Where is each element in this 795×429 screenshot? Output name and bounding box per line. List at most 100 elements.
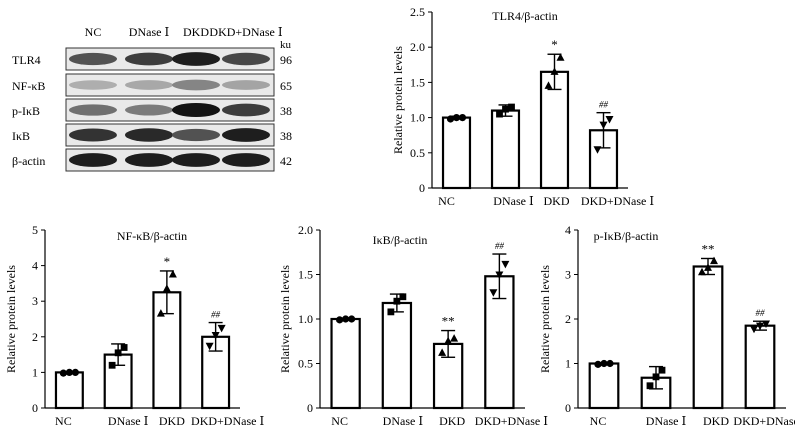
- data-point: [156, 309, 165, 317]
- blot-band: [172, 153, 220, 167]
- y-tick-label: 4: [32, 259, 38, 273]
- chart-tlr4: 0 0.5 1.0 1.5 2.0 2.5 Relative protein levels T…: [391, 5, 654, 208]
- x-tick-label: NC: [331, 414, 348, 428]
- data-point: [652, 373, 660, 381]
- data-point: [502, 105, 509, 113]
- x-tick-label: DKD: [159, 414, 185, 428]
- blot-band: [172, 52, 220, 66]
- blot-band: [125, 52, 173, 66]
- data-point: [658, 366, 666, 374]
- data-point: [605, 116, 614, 124]
- data-point: [387, 308, 395, 316]
- y-tick-label: 2.0: [298, 223, 313, 237]
- significance-marker: *: [164, 254, 171, 269]
- y-tick-label: 1.5: [410, 75, 425, 89]
- data-point: [556, 53, 565, 61]
- data-point: [211, 332, 220, 340]
- data-point: [489, 289, 498, 297]
- data-point: [342, 315, 350, 323]
- bar: [744, 324, 776, 410]
- data-point: [501, 260, 510, 269]
- x-tick-label: NC: [590, 414, 607, 428]
- data-point: [750, 325, 758, 334]
- bar: [692, 265, 724, 410]
- blot-lane-label: DNase Ⅰ: [129, 25, 170, 39]
- data-point: [71, 368, 79, 376]
- chart-title: NF-κB/β-actin: [117, 229, 187, 243]
- data-point: [205, 342, 214, 351]
- x-tick-label: DKD+DNase Ⅰ: [581, 194, 654, 208]
- blot-protein-label: NF-κB: [12, 79, 45, 93]
- blot-protein-label: p-IκB: [12, 104, 40, 118]
- x-tick-label: DKD: [439, 414, 465, 428]
- significance-marker: ##: [599, 100, 609, 110]
- bar: [588, 362, 620, 410]
- blot-band: [69, 80, 117, 90]
- x-tick-label: NC: [55, 414, 72, 428]
- blot-band: [69, 104, 117, 116]
- blot-band: [69, 128, 117, 142]
- blot-ku-label: 65: [280, 79, 292, 93]
- y-tick-label: 0: [307, 401, 313, 415]
- blot-band: [222, 80, 270, 90]
- data-point: [336, 316, 344, 324]
- data-point: [65, 368, 73, 376]
- significance-marker: ##: [211, 310, 221, 320]
- blot-band: [69, 153, 117, 167]
- data-point: [594, 360, 602, 368]
- blot-band: [125, 80, 173, 90]
- data-point: [452, 114, 461, 122]
- blot-band: [222, 103, 270, 117]
- y-tick-label: 2: [565, 312, 571, 326]
- data-point: [550, 67, 559, 75]
- data-point: [710, 256, 718, 265]
- chart-ikb: 0 0.5 1.0 1.5 2.0 Relative protein levels IκB/…: [278, 223, 548, 428]
- data-point: [399, 293, 407, 301]
- data-point: [646, 382, 654, 390]
- y-axis-label: Relative protein levels: [538, 265, 552, 373]
- blot-protein-label: TLR4: [12, 53, 41, 67]
- y-axis-label: Relative protein levels: [391, 46, 405, 154]
- data-point: [450, 334, 459, 342]
- data-point: [162, 284, 171, 292]
- significance-marker: **: [702, 241, 715, 256]
- blot-protein-label: β-actin: [12, 154, 45, 168]
- y-tick-label: 1.5: [298, 268, 313, 282]
- bar: [539, 70, 570, 190]
- blot-band: [222, 52, 270, 66]
- y-tick-label: 0.5: [298, 357, 313, 371]
- significance-marker: **: [442, 314, 455, 329]
- blot-band: [172, 79, 220, 91]
- data-point: [599, 121, 608, 130]
- data-point: [508, 103, 515, 111]
- blot-ku-label: 42: [280, 154, 292, 168]
- blot-band: [125, 153, 173, 167]
- blot-band: [172, 103, 220, 117]
- blot-rows: TLR4 96 NF-κB 65 p-IκB 38 IκB 38 β-actin 42: [12, 47, 292, 172]
- blot-band: [222, 128, 270, 142]
- data-point: [593, 146, 602, 154]
- blot-unit-label: ku: [280, 39, 292, 51]
- x-tick-label: DNase Ⅰ: [108, 414, 149, 428]
- y-tick-label: 2.0: [410, 40, 425, 54]
- y-axis-label: Relative protein levels: [278, 265, 292, 373]
- blot-lane-label: DKD: [183, 25, 209, 39]
- chart-title: TLR4/β-actin: [492, 9, 557, 23]
- bar: [54, 371, 84, 410]
- data-point: [393, 297, 401, 305]
- y-tick-label: 3: [32, 294, 38, 308]
- x-tick-label: DNase Ⅰ: [646, 414, 687, 428]
- blot-band: [69, 52, 117, 66]
- blot-lane-label: DKD+DNase Ⅰ: [209, 25, 282, 39]
- x-tick-label: NC: [438, 194, 455, 208]
- y-tick-label: 5: [32, 223, 38, 237]
- data-point: [348, 315, 356, 323]
- data-point: [444, 336, 453, 345]
- y-tick-label: 3: [565, 268, 571, 282]
- bar: [441, 116, 472, 190]
- y-tick-label: 0: [32, 401, 38, 415]
- y-tick-label: 1: [565, 357, 571, 371]
- data-point: [458, 114, 467, 122]
- chart-pikb: 0 1 2 3 4 Relative protein levels p-IκB/β-acti…: [538, 223, 795, 428]
- blot-band: [125, 128, 173, 142]
